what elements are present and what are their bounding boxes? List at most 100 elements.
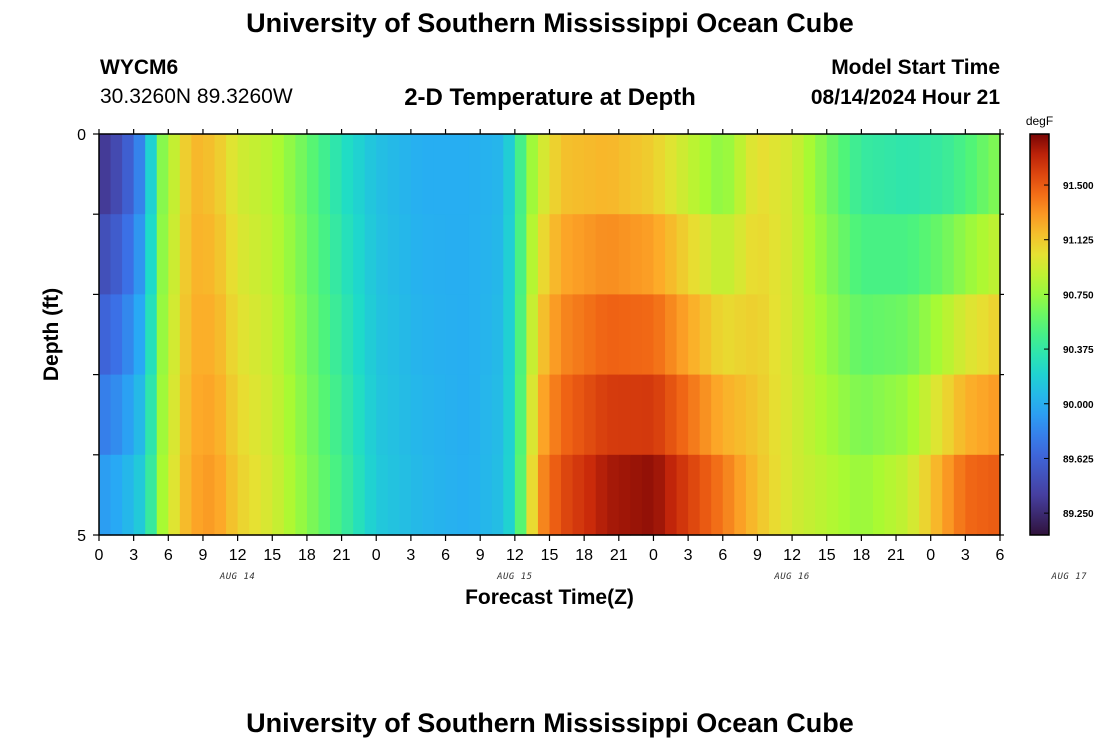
heatmap-cell — [491, 374, 504, 456]
heatmap-cell — [133, 214, 146, 295]
heatmap-cell — [179, 294, 193, 376]
heatmap-cell — [433, 294, 447, 376]
heatmap-cell — [757, 214, 770, 295]
heatmap-cell — [272, 294, 285, 376]
heatmap-cell — [457, 374, 470, 456]
heatmap-cell — [676, 134, 689, 215]
heatmap-cell — [445, 374, 458, 456]
model-start-time: 08/14/2024 Hour 21 — [810, 86, 1000, 109]
heatmap-cell — [930, 374, 943, 456]
heatmap-cell — [480, 134, 493, 215]
heatmap-cell — [445, 294, 458, 376]
heatmap-cell — [965, 374, 978, 456]
heatmap-cell — [757, 134, 770, 215]
heatmap-cell — [780, 454, 793, 536]
heatmap-cell — [202, 294, 216, 376]
heatmap-cell — [179, 214, 193, 295]
heatmap-cell — [191, 454, 204, 536]
heatmap-cell — [457, 214, 470, 295]
heatmap-cell — [387, 454, 400, 536]
heatmap-cell — [318, 454, 331, 536]
heatmap-cell — [722, 294, 735, 376]
heatmap-cell — [376, 134, 389, 215]
heatmap-cell — [976, 294, 990, 376]
heatmap-cells — [99, 134, 1001, 536]
heatmap-cell — [537, 294, 551, 376]
heatmap-cell — [826, 374, 839, 456]
heatmap-cell — [399, 374, 412, 456]
heatmap-cell — [849, 214, 862, 295]
heatmap-cell — [884, 134, 897, 215]
heatmap-cell — [168, 294, 181, 376]
heatmap-cell — [803, 134, 816, 215]
heatmap-cell — [272, 374, 285, 456]
heatmap-cell — [237, 214, 250, 295]
heatmap-cell — [907, 134, 920, 215]
heatmap-cell — [272, 214, 285, 295]
heatmap-cell — [896, 374, 909, 456]
heatmap-cell — [584, 294, 597, 376]
heatmap-cell — [699, 214, 712, 295]
heatmap-cell — [838, 454, 851, 536]
heatmap-cell — [849, 294, 862, 376]
heatmap-cell — [745, 454, 759, 536]
heatmap-cell — [295, 454, 308, 536]
heatmap-cell — [376, 214, 389, 295]
heatmap-cell — [260, 134, 273, 215]
heatmap-cell — [318, 374, 331, 456]
y-tick-label: 5 — [77, 528, 86, 545]
heatmap-cell — [364, 214, 377, 295]
heatmap-cell — [272, 454, 285, 536]
heatmap-cell — [942, 214, 955, 295]
heatmap-cell — [526, 214, 539, 295]
heatmap-cell — [792, 294, 805, 376]
heatmap-cell — [572, 374, 585, 456]
heatmap-cell — [665, 134, 678, 215]
heatmap-cell — [745, 374, 759, 456]
heatmap-cell — [919, 294, 932, 376]
heatmap-cell — [214, 294, 227, 376]
heatmap-cell — [353, 214, 366, 295]
heatmap-cell — [907, 374, 920, 456]
heatmap-cell — [711, 214, 724, 295]
colorbar-tick-label: 90.375 — [1063, 345, 1094, 356]
heatmap-cell — [896, 294, 909, 376]
station-id: WYCM6 — [100, 56, 179, 79]
heatmap-cell — [179, 454, 193, 536]
heatmap-cell — [792, 454, 805, 536]
heatmap-cell — [688, 374, 701, 456]
heatmap-cell — [699, 294, 712, 376]
heatmap-cell — [572, 294, 585, 376]
heatmap-cell — [249, 134, 262, 215]
heatmap-cell — [838, 214, 851, 295]
heatmap-cell — [688, 214, 701, 295]
heatmap-cell — [249, 214, 262, 295]
heatmap-cell — [318, 134, 331, 215]
colorbar-tick-label: 90.000 — [1063, 400, 1094, 411]
heatmap-cell — [376, 294, 389, 376]
heatmap-cell — [526, 454, 539, 536]
heatmap-cell — [480, 214, 493, 295]
colorbar-unit: degF — [1026, 114, 1053, 128]
x-tick-label: 12 — [229, 547, 247, 564]
heatmap-cell — [549, 374, 562, 456]
heatmap-cell — [422, 134, 435, 215]
heatmap-cell — [734, 374, 747, 456]
heatmap-cell — [514, 134, 527, 215]
heatmap-cell — [457, 454, 470, 536]
heatmap-cell — [410, 134, 424, 215]
heatmap-cell — [838, 134, 851, 215]
heatmap-cell — [815, 214, 828, 295]
heatmap-cell — [653, 454, 666, 536]
heatmap-cell — [665, 214, 678, 295]
heatmap-cell — [584, 134, 597, 215]
heatmap-cell — [595, 454, 608, 536]
heatmap-cell — [410, 294, 424, 376]
heatmap-cell — [202, 214, 216, 295]
heatmap-cell — [953, 374, 966, 456]
day-label: AUG 14 — [219, 572, 256, 582]
heatmap-cell — [99, 374, 112, 456]
heatmap-cell — [896, 214, 909, 295]
heatmap-cell — [676, 374, 689, 456]
heatmap-cell — [341, 374, 354, 456]
